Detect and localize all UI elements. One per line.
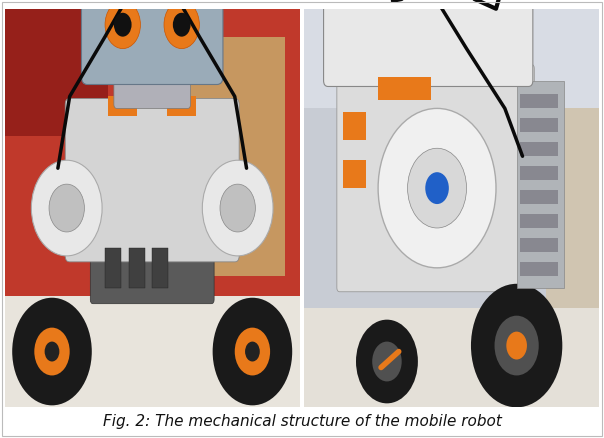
Bar	[342, 113, 366, 140]
FancyBboxPatch shape	[91, 224, 214, 304]
Bar	[108, 96, 138, 117]
Circle shape	[235, 328, 270, 375]
FancyBboxPatch shape	[345, 0, 446, 5]
FancyBboxPatch shape	[464, 0, 558, 5]
FancyBboxPatch shape	[114, 53, 190, 108]
Text: Fig. 2: The mechanical structure of the mobile robot: Fig. 2: The mechanical structure of the …	[103, 413, 501, 429]
Bar	[546, 108, 599, 307]
Bar	[519, 166, 558, 180]
Bar	[167, 96, 196, 117]
Bar	[304, 9, 599, 307]
Bar	[519, 214, 558, 228]
FancyBboxPatch shape	[65, 99, 239, 262]
Bar	[378, 77, 431, 100]
FancyBboxPatch shape	[91, 0, 138, 69]
Circle shape	[245, 342, 260, 361]
Circle shape	[31, 160, 102, 256]
Bar	[519, 142, 558, 156]
Bar	[519, 238, 558, 252]
Circle shape	[372, 342, 402, 381]
Bar	[519, 118, 558, 132]
Circle shape	[408, 148, 466, 228]
Circle shape	[378, 108, 496, 268]
Bar	[152, 248, 169, 288]
Bar	[342, 160, 366, 188]
Bar	[519, 190, 558, 204]
Circle shape	[173, 13, 190, 37]
Circle shape	[12, 298, 92, 405]
Circle shape	[506, 332, 527, 360]
Circle shape	[202, 160, 273, 256]
Circle shape	[213, 298, 292, 405]
FancyBboxPatch shape	[138, 37, 285, 276]
Bar	[5, 9, 300, 296]
Bar	[129, 248, 145, 288]
Circle shape	[495, 316, 539, 375]
Circle shape	[164, 1, 199, 49]
Circle shape	[356, 320, 418, 403]
FancyBboxPatch shape	[516, 81, 564, 288]
Bar	[5, 9, 108, 136]
Circle shape	[114, 13, 132, 37]
Bar	[519, 262, 558, 276]
Circle shape	[425, 172, 449, 204]
Circle shape	[45, 342, 59, 361]
Circle shape	[34, 328, 69, 375]
Bar	[5, 296, 300, 407]
FancyBboxPatch shape	[167, 0, 214, 69]
Bar	[304, 9, 599, 108]
Circle shape	[105, 1, 140, 49]
Circle shape	[220, 184, 255, 232]
Circle shape	[49, 184, 85, 232]
FancyBboxPatch shape	[324, 0, 533, 86]
Bar	[519, 95, 558, 108]
Circle shape	[471, 284, 562, 407]
FancyBboxPatch shape	[337, 64, 535, 292]
Bar	[105, 248, 121, 288]
Bar	[304, 307, 599, 407]
FancyBboxPatch shape	[82, 0, 223, 85]
